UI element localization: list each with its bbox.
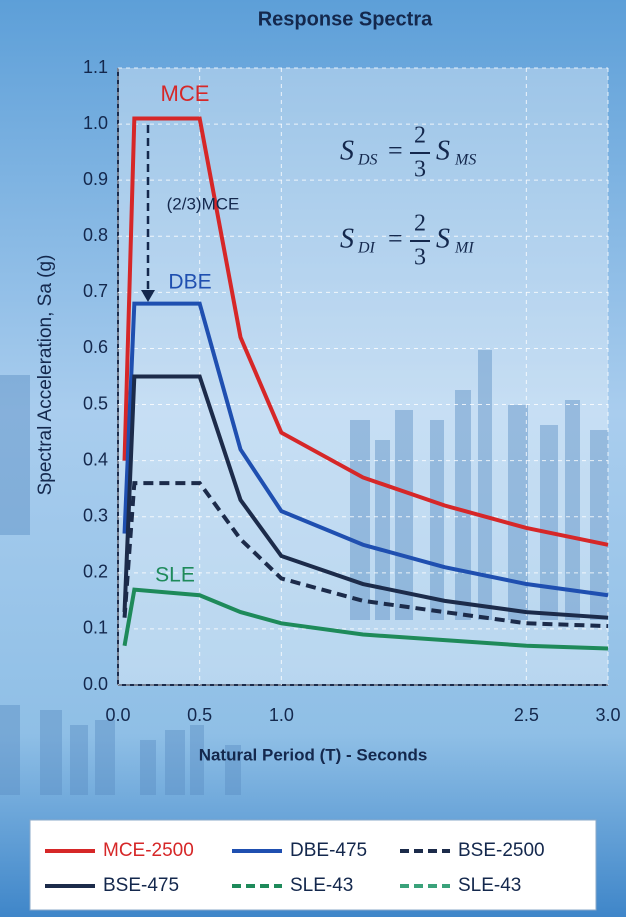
formula-part: MI xyxy=(454,240,474,257)
annotation: DBE xyxy=(168,271,211,294)
y-tick-label: 0.4 xyxy=(83,449,108,469)
y-tick-label: 0.6 xyxy=(83,337,108,357)
formula-part: DS xyxy=(357,152,378,169)
series-line xyxy=(122,481,609,629)
skyline xyxy=(0,350,608,795)
formula-part: S xyxy=(436,223,450,254)
formula-part: 2 xyxy=(414,123,426,149)
legend-label: SLE-43 xyxy=(290,875,353,896)
formula-part: 3 xyxy=(414,157,426,183)
formula-part: = xyxy=(388,224,403,253)
y-tick-label: 1.1 xyxy=(83,57,108,77)
y-tick-label: 0.0 xyxy=(83,674,108,694)
y-tick-label: 0.3 xyxy=(83,505,108,525)
x-tick-label: 1.0 xyxy=(269,705,294,725)
legend-label: DBE-475 xyxy=(290,840,367,861)
series-line xyxy=(122,374,609,620)
y-tick-label: 0.9 xyxy=(83,169,108,189)
legend-label: SLE-43 xyxy=(458,875,521,896)
formula-part: = xyxy=(388,136,403,165)
x-tick-label: 2.5 xyxy=(514,705,539,725)
y-tick-label: 0.1 xyxy=(83,618,108,638)
y-tick-label: 0.7 xyxy=(83,281,108,301)
formula-part: MS xyxy=(454,152,476,169)
legend-box xyxy=(29,819,597,911)
x-tick-label: 0.0 xyxy=(105,705,130,725)
y-axis-label: Spectral Acceleration, Sa (g) xyxy=(35,255,56,496)
formula-part: 3 xyxy=(414,245,426,271)
formula-part: S xyxy=(340,135,354,166)
legend-label: BSE-2500 xyxy=(458,840,545,861)
series-line xyxy=(122,301,609,598)
formula-part: S xyxy=(340,223,354,254)
formula: S DS =23S MS xyxy=(340,123,476,183)
y-tick-label: 1.0 xyxy=(83,113,108,133)
annotation: (2/3)MCE xyxy=(167,194,240,213)
series-line xyxy=(122,587,609,651)
y-tick-label: 0.5 xyxy=(83,393,108,413)
x-tick-label: 0.5 xyxy=(187,705,212,725)
chart-title: Response Spectra xyxy=(258,8,433,30)
formula: S DI =23S MI xyxy=(340,211,474,271)
annotation: SLE xyxy=(155,564,195,587)
legend-label: MCE-2500 xyxy=(103,840,194,861)
series-line xyxy=(122,116,609,547)
y-tick-label: 0.8 xyxy=(83,225,108,245)
x-axis-label: Natural Period (T) - Seconds xyxy=(199,745,428,764)
y-tick-label: 0.2 xyxy=(83,562,108,582)
annotation-arrowhead xyxy=(141,290,155,302)
formula-part: S xyxy=(436,135,450,166)
legend-label: BSE-475 xyxy=(103,875,179,896)
x-tick-label: 3.0 xyxy=(595,705,620,725)
formula-part: DI xyxy=(357,240,376,257)
formula-part: 2 xyxy=(414,211,426,237)
annotation: MCE xyxy=(161,81,210,106)
